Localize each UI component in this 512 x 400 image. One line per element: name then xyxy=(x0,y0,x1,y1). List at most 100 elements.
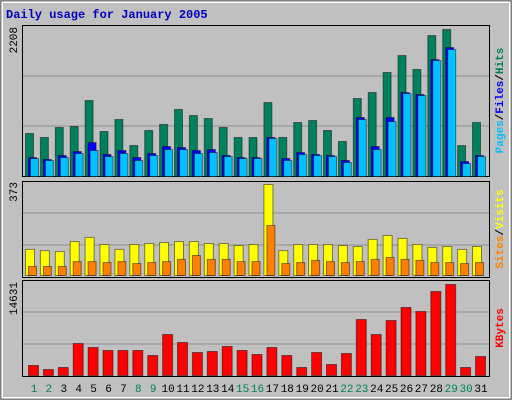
x-tick-label: 25 xyxy=(385,384,398,396)
bar xyxy=(87,261,97,277)
bar xyxy=(221,258,231,277)
x-tick-label: 5 xyxy=(90,384,97,396)
bar xyxy=(208,152,218,177)
bar xyxy=(177,341,188,376)
bar xyxy=(311,259,321,276)
bar xyxy=(475,355,486,376)
bar xyxy=(28,364,39,377)
bar xyxy=(104,156,114,178)
bar xyxy=(328,156,337,178)
legend-separator: / xyxy=(495,113,507,120)
bar xyxy=(132,349,144,376)
bar xyxy=(238,158,248,178)
x-tick-label: 23 xyxy=(355,384,368,396)
bar xyxy=(251,353,263,377)
bar xyxy=(477,156,486,178)
bar xyxy=(415,259,425,276)
x-tick-label: 19 xyxy=(296,384,309,396)
bar xyxy=(340,352,352,377)
bar xyxy=(72,342,84,376)
bar xyxy=(268,138,278,178)
bar xyxy=(385,319,397,376)
bar xyxy=(355,261,365,277)
y-tick-label: 373 xyxy=(9,182,21,202)
bar xyxy=(72,261,82,277)
bar xyxy=(162,261,172,277)
y-tick-label: 2208 xyxy=(9,27,21,53)
bar xyxy=(445,284,457,376)
bar xyxy=(134,160,144,178)
legend: Pages/Files/Hits xyxy=(495,48,507,154)
bar xyxy=(162,333,174,376)
legend: KBytes xyxy=(495,308,507,348)
legend-entry: Pages xyxy=(495,120,507,153)
x-tick-label: 16 xyxy=(251,384,264,396)
bar xyxy=(460,367,472,376)
bar xyxy=(221,345,233,377)
x-tick-label: 21 xyxy=(325,384,339,396)
chart-title: Daily usage for January 2005 xyxy=(6,8,208,22)
x-tick-label: 4 xyxy=(75,384,82,396)
bar xyxy=(370,258,380,277)
x-tick-label: 28 xyxy=(430,384,443,396)
bar xyxy=(432,60,442,177)
legend-separator: / xyxy=(495,74,507,81)
bar xyxy=(447,49,457,177)
bar xyxy=(89,150,99,177)
bar xyxy=(400,306,412,376)
bar xyxy=(340,262,350,276)
bar xyxy=(266,346,278,377)
bar xyxy=(42,368,54,376)
bar xyxy=(251,261,261,277)
legend: Sites/Visits xyxy=(495,189,507,268)
bar xyxy=(28,265,37,276)
x-tick-label: 17 xyxy=(266,384,279,396)
bar xyxy=(117,349,129,376)
bar xyxy=(387,121,397,178)
bar xyxy=(236,261,246,277)
bar xyxy=(87,346,99,377)
x-tick-label: 3 xyxy=(60,384,67,396)
bar xyxy=(177,258,186,277)
x-tick-label: 6 xyxy=(105,384,112,396)
bar xyxy=(164,149,174,177)
bar xyxy=(281,263,291,276)
bar xyxy=(74,153,84,177)
bar xyxy=(462,163,472,178)
bar xyxy=(44,160,54,178)
bar xyxy=(313,155,323,178)
bar xyxy=(266,224,276,276)
bar xyxy=(179,149,188,177)
bar xyxy=(415,310,427,377)
x-tick-label: 20 xyxy=(310,384,323,396)
bar xyxy=(281,354,293,376)
bar xyxy=(42,265,52,276)
bar xyxy=(417,95,427,177)
legend-entry: Visits xyxy=(495,189,507,229)
x-tick-label: 26 xyxy=(400,384,413,396)
x-tick-label: 29 xyxy=(445,384,458,396)
bar xyxy=(57,265,67,276)
bar xyxy=(206,350,218,376)
x-tick-label: 8 xyxy=(135,384,142,396)
bar xyxy=(223,156,233,178)
bar xyxy=(193,153,203,177)
bar xyxy=(191,254,201,277)
bar xyxy=(147,354,159,376)
x-tick-label: 10 xyxy=(161,384,174,396)
bar xyxy=(102,349,114,376)
bar xyxy=(132,263,142,276)
bar xyxy=(326,261,335,277)
x-tick-label: 24 xyxy=(370,384,384,396)
bar xyxy=(117,261,127,277)
bar xyxy=(59,157,69,178)
bar xyxy=(311,351,323,377)
x-tick-label: 2 xyxy=(46,384,53,396)
y-tick-label: 14631 xyxy=(9,282,21,315)
bar xyxy=(355,318,367,376)
bar xyxy=(372,149,382,177)
x-tick-label: 14 xyxy=(221,384,235,396)
